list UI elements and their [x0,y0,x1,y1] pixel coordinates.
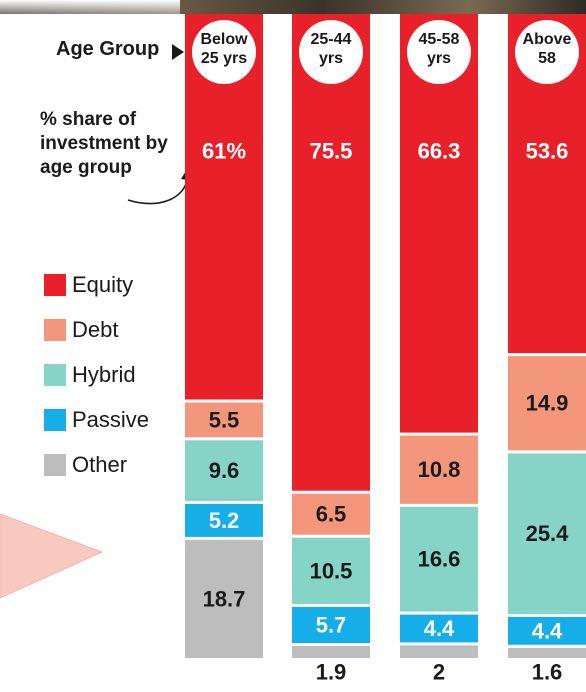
value-label-other-below-25-yrs: 18.7 [203,586,246,611]
value-label-hybrid-45-58-yrs: 16.6 [418,547,461,572]
legend-label-debt: Debt [72,316,119,342]
legend-item-other: Other [44,442,149,487]
category-badge-above-58 [515,20,579,84]
bar-equity-25-44-yrs [292,14,370,491]
bar-passive-above-58 [508,617,586,645]
bar-hybrid-25-44-yrs [292,537,370,604]
bar-hybrid-below-25-yrs [185,440,263,501]
value-label-debt-above-58: 14.9 [526,391,569,416]
legend-label-other: Other [72,451,128,477]
category-label-25-44-yrs: 25-44 yrs [311,31,352,67]
bars-group: 61% 5.5 9.6 5.2 18.7 Below 25 yrs 75.5 6.5 10.5 5.… [185,14,586,685]
value-label-debt-25-44-yrs: 6.5 [316,502,347,527]
legend: Equity Debt Hybrid Passive Other [44,262,149,487]
bar-debt-25-44-yrs [292,493,370,535]
note-curved-arrow-icon [127,175,189,205]
value-label-equity-45-58-yrs: 66.3 [418,139,461,164]
bar-passive-below-25-yrs [185,504,263,537]
value-label-equity-below-25-yrs: 61% [202,139,246,164]
value-label-equity-25-44-yrs: 75.5 [310,139,353,164]
bar-debt-above-58 [508,356,586,451]
bar-other-below-25-yrs [185,539,263,658]
category-label-below-25-yrs: Below 25 yrs [200,31,248,67]
value-label-debt-below-25-yrs: 5.5 [209,407,240,432]
decorative-arrow-shape [0,513,104,599]
legend-label-passive: Passive [72,406,150,432]
bar-hybrid-above-58 [508,453,586,615]
legend-item-passive: Passive [44,397,149,442]
category-label-above-58: Above 58 [523,31,572,67]
value-label-hybrid-25-44-yrs: 10.5 [310,558,353,583]
legend-item-equity: Equity [44,262,149,307]
value-label-other-45-58-yrs: 2 [433,660,445,685]
bar-debt-45-58-yrs [400,435,478,504]
value-label-hybrid-above-58: 25.4 [526,521,570,546]
category-badge-below-25-yrs [192,20,256,84]
legend-item-debt: Debt [44,307,149,352]
legend-swatch-debt [44,318,66,341]
legend-item-hybrid: Hybrid [44,352,149,397]
value-label-passive-25-44-yrs: 5.7 [316,613,347,638]
value-label-debt-45-58-yrs: 10.8 [418,457,461,482]
bar-passive-25-44-yrs [292,607,370,643]
legend-label-hybrid: Hybrid [72,361,136,387]
age-group-pointer-icon [172,44,184,60]
age-group-label: Age Group [56,38,160,60]
legend-swatch-equity [44,273,66,296]
legend-swatch-hybrid [44,363,66,386]
header-photo-fade [0,0,180,22]
value-label-hybrid-below-25-yrs: 9.6 [209,458,240,483]
bar-debt-below-25-yrs [185,402,263,438]
bar-hybrid-45-58-yrs [400,506,478,612]
bar-other-above-58 [508,647,586,658]
value-label-passive-above-58: 4.4 [532,619,563,644]
bar-other-25-44-yrs [292,646,370,658]
bar-other-45-58-yrs [400,645,478,658]
legend-label-equity: Equity [72,271,134,297]
category-badge-45-58-yrs [407,20,471,84]
legend-swatch-passive [44,408,66,431]
category-label-45-58-yrs: 45-58 yrs [419,31,460,67]
value-label-passive-45-58-yrs: 4.4 [424,616,455,641]
value-label-equity-above-58: 53.6 [526,139,569,164]
category-badge-25-44-yrs [299,20,363,84]
legend-swatch-other [44,453,66,476]
bar-passive-45-58-yrs [400,614,478,643]
value-label-passive-below-25-yrs: 5.2 [209,508,240,533]
value-label-other-25-44-yrs: 1.9 [316,660,347,685]
value-label-other-above-58: 1.6 [532,660,563,685]
investment-share-note: % share of investment by age group [40,109,168,178]
